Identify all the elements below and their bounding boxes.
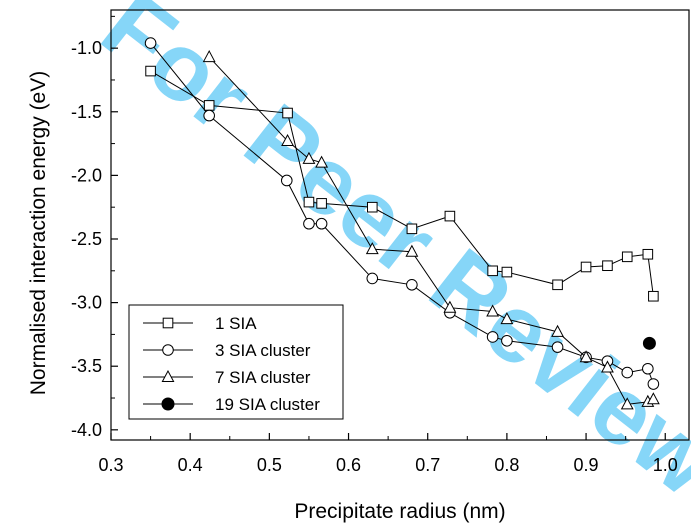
data-point (642, 362, 654, 375)
data-point (316, 198, 327, 209)
data-point (487, 265, 498, 277)
data-point (202, 50, 216, 63)
legend-marker (162, 317, 174, 329)
data-point (501, 334, 513, 347)
data-point (303, 196, 315, 208)
data-point (620, 397, 634, 410)
data-point (486, 331, 499, 343)
x-tick-label: 0.7 (415, 455, 440, 475)
data-point (501, 266, 513, 278)
data-point (282, 107, 293, 119)
data-point (203, 109, 215, 122)
legend-marker (162, 344, 174, 356)
data-point (642, 248, 654, 260)
data-point (486, 304, 500, 317)
series-0 (145, 65, 659, 302)
data-point (145, 65, 156, 77)
data-point (315, 217, 328, 230)
data-point (315, 155, 329, 168)
data-point (552, 279, 563, 291)
data-point (281, 133, 295, 147)
data-point (601, 360, 614, 373)
y-tick-label: -1.5 (71, 102, 102, 122)
data-point (280, 174, 293, 187)
data-point (405, 244, 419, 257)
data-point (642, 336, 656, 350)
legend-label: 19 SIA cluster (215, 395, 320, 414)
x-tick-label: 0.6 (336, 455, 361, 475)
data-point (579, 350, 593, 363)
x-tick-label: 0.8 (494, 455, 519, 475)
data-point (406, 223, 418, 235)
data-point (366, 201, 378, 213)
series-line (150, 70, 654, 297)
data-point (365, 242, 379, 255)
data-point (500, 312, 514, 325)
watermark-text: For Peer Review (83, 0, 691, 517)
series-line (150, 42, 654, 385)
watermark: For Peer Review (83, 0, 691, 517)
data-point (303, 217, 315, 230)
data-point (406, 278, 418, 291)
data-point (647, 378, 660, 390)
plot-area (144, 37, 660, 410)
legend-marker (161, 369, 175, 382)
legend: 1 SIA 3 SIA cluster 7 SIA cluster 19 SIA cl… (128, 304, 344, 420)
legend-label: 7 SIA cluster (215, 368, 311, 387)
series-3 (642, 336, 656, 350)
x-tick-label: 0.3 (98, 455, 123, 475)
series-2 (202, 50, 660, 410)
x-axis-label: Precipitate radius (nm) (294, 500, 505, 523)
data-point (551, 341, 564, 353)
data-point (144, 37, 157, 49)
data-point (203, 100, 215, 111)
data-point (646, 392, 660, 405)
data-point (602, 260, 613, 272)
legend-label: 3 SIA cluster (215, 341, 311, 360)
y-tick-label: -1.0 (71, 38, 102, 58)
data-point (648, 290, 659, 302)
data-point (621, 366, 634, 379)
y-tick-label: -4.0 (71, 420, 102, 440)
data-point (444, 210, 456, 222)
y-tick-label: -2.5 (71, 229, 102, 249)
data-point (443, 300, 457, 313)
y-tick-label: -3.0 (71, 293, 102, 313)
legend-label: 1 SIA (215, 314, 257, 333)
data-point (551, 324, 564, 337)
y-tick-label: -2.0 (71, 165, 102, 185)
data-point (580, 261, 592, 273)
axes: 0.3 0.4 0.5 0.6 0.7 0.8 0.9 1.0 -1.0 -1.5 -2.0 -2.5… (71, 9, 690, 475)
y-axis-label: Normalised interaction energy (eV) (27, 71, 50, 395)
x-tick-label: 0.9 (574, 455, 599, 475)
y-tick-label: -3.5 (71, 356, 102, 376)
x-tick-label: 0.5 (257, 455, 282, 475)
data-point (302, 151, 316, 164)
legend-marker (161, 397, 175, 411)
data-point (366, 272, 379, 285)
x-tick-label: 0.4 (178, 455, 203, 475)
plot-frame (110, 9, 690, 441)
x-tick-label: 1.0 (653, 455, 678, 475)
data-point (621, 251, 633, 263)
